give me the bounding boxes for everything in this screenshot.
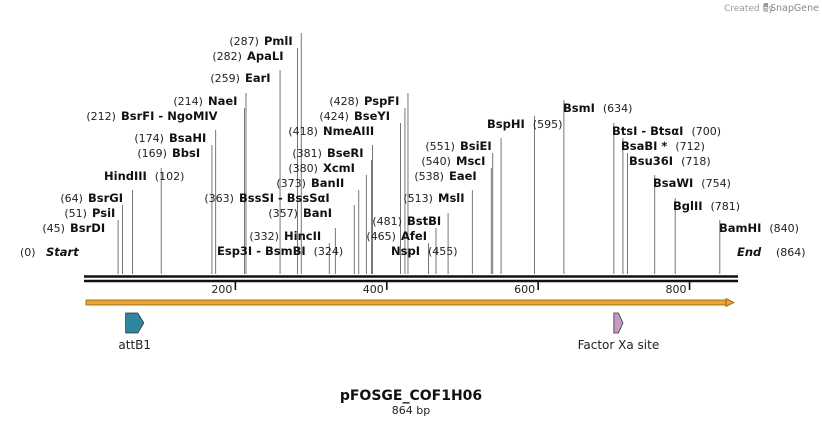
site-label-nmeaiii[interactable]: NmeAIII	[323, 124, 374, 138]
site-label-bglii[interactable]: BglII	[673, 199, 703, 213]
credit-prefix: Created by	[724, 4, 774, 14]
site-label-psii[interactable]: PsiI	[92, 206, 115, 220]
orf-arrow	[85, 297, 735, 308]
tick-label-600: 600	[514, 283, 535, 296]
site-position-xcmi: (380)	[288, 162, 318, 175]
snapgene-logo-icon	[764, 3, 768, 12]
site-label-msli[interactable]: MslI	[438, 191, 465, 205]
feature-label-factor-xa-site: Factor Xa site	[578, 338, 660, 352]
site-position-bsmi: (634)	[603, 102, 633, 115]
feature-arrow-attb1[interactable]	[125, 312, 145, 334]
site-position-bsrfi-ngomiv: (212)	[86, 110, 116, 123]
site-position-bsawi: (754)	[701, 177, 731, 190]
site-position-btsi-bts-i: (700)	[692, 125, 722, 138]
tick-label-400: 400	[363, 283, 384, 296]
site-label-bsphi[interactable]: BspHI	[487, 117, 525, 131]
site-label-btsi-bts-i[interactable]: BtsI - BtsαI	[612, 124, 683, 138]
dna-backbone	[84, 275, 738, 283]
ruler-ticks: 200 400 600 800	[211, 282, 691, 296]
site-label-naei[interactable]: NaeI	[208, 94, 237, 108]
features: attB1 Factor Xa site	[118, 312, 660, 352]
site-position-msli: (513)	[403, 192, 433, 205]
site-position-bsssi-bsss-i: (363)	[204, 192, 234, 205]
feature-arrow-factor-xa-site[interactable]	[613, 312, 624, 334]
site-position-bamhi: (840)	[769, 222, 799, 235]
site-position-nmeaiii: (418)	[288, 125, 318, 138]
site-label-msci[interactable]: MscI	[456, 154, 485, 168]
site-position-bsiei: (551)	[425, 140, 455, 153]
site-position-bstbi: (481)	[372, 215, 402, 228]
site-position-banii: (373)	[276, 177, 306, 190]
site-position-apali: (282)	[212, 50, 242, 63]
site-label-bsmi[interactable]: BsmI	[563, 101, 595, 115]
site-position-msci: (540)	[421, 155, 451, 168]
end-label-group: End (864)	[737, 245, 806, 259]
start-label: Start	[46, 245, 79, 259]
site-label-bsu36i[interactable]: Bsu36I	[629, 154, 673, 168]
site-position-hincii: (332)	[249, 230, 279, 243]
site-position-eari: (259)	[210, 72, 240, 85]
site-label-bsrdi[interactable]: BsrDI	[70, 221, 105, 235]
site-label-pspfi[interactable]: PspFI	[364, 94, 399, 108]
site-position-pmli: (287)	[229, 35, 259, 48]
site-label-bsiei[interactable]: BsiEI	[460, 139, 492, 153]
site-position-afei: (465)	[366, 230, 396, 243]
end-position: (864)	[776, 246, 806, 259]
site-position-bseri: (381)	[292, 147, 322, 160]
credit-brand: SnapGene	[770, 3, 819, 14]
site-label-bstbi[interactable]: BstBI	[407, 214, 441, 228]
site-label-bamhi[interactable]: BamHI	[719, 221, 761, 235]
map-title: pFOSGE_COF1H06	[340, 388, 482, 404]
site-label-bsssi-bsss-i[interactable]: BssSI - BssSαI	[239, 191, 330, 205]
site-position-bsrdi: (45)	[42, 222, 65, 235]
site-label-bsahi[interactable]: BsaHI	[169, 131, 206, 145]
end-label: End	[737, 245, 762, 259]
site-position-bseyi: (424)	[319, 110, 349, 123]
site-label-hincii[interactable]: HincII	[284, 229, 321, 243]
cut-site-labels: (45) BsrDI(51) PsiI (64) BsrGI (102) HindIII (1…	[42, 34, 799, 258]
tick-label-800: 800	[666, 283, 687, 296]
site-label-nspi[interactable]: NspI	[391, 244, 420, 258]
site-label-bbsi[interactable]: BbsI	[172, 146, 200, 160]
site-label-afei[interactable]: AfeI	[401, 229, 427, 243]
site-position-bsahi: (174)	[134, 132, 164, 145]
site-label-eari[interactable]: EarI	[245, 71, 271, 85]
site-position-pspfi: (428)	[329, 95, 359, 108]
site-position-bsu36i: (718)	[681, 155, 711, 168]
site-label-eaei[interactable]: EaeI	[449, 169, 477, 183]
site-label-bsabi[interactable]: BsaBI *	[621, 139, 667, 153]
site-label-bsrfi-ngomiv[interactable]: BsrFI - NgoMIV	[121, 109, 218, 123]
site-position-esp3i-bsmbi: (324)	[314, 245, 344, 258]
tick-label-200: 200	[211, 283, 232, 296]
site-label-pmli[interactable]: PmlI	[264, 34, 293, 48]
site-position-bbsi: (169)	[137, 147, 167, 160]
start-position: (0)	[20, 246, 36, 259]
site-position-psii: (51)	[64, 207, 87, 220]
site-label-bseri[interactable]: BseRI	[327, 146, 364, 160]
site-position-bsrgi: (64)	[60, 192, 83, 205]
site-position-naei: (214)	[173, 95, 203, 108]
site-label-apali[interactable]: ApaLI	[247, 49, 284, 63]
site-label-hindiii[interactable]: HindIII	[104, 169, 147, 183]
site-position-eaei: (538)	[414, 170, 444, 183]
site-label-esp3i-bsmbi[interactable]: Esp3I - BsmBI	[217, 244, 306, 258]
site-position-hindiii: (102)	[155, 170, 185, 183]
snapgene-credit: Created by SnapGene	[724, 3, 819, 14]
site-label-bani[interactable]: BanI	[303, 206, 332, 220]
site-label-bsrgi[interactable]: BsrGI	[88, 191, 123, 205]
site-position-bani: (357)	[268, 207, 298, 220]
site-label-banii[interactable]: BanII	[311, 176, 344, 190]
cut-site-lines	[117, 33, 721, 274]
site-label-xcmi[interactable]: XcmI	[323, 161, 355, 175]
site-position-bsabi: (712)	[675, 140, 705, 153]
site-position-bsphi: (595)	[533, 118, 563, 131]
start-label-group: (0) Start	[20, 245, 79, 259]
site-position-bglii: (781)	[711, 200, 741, 213]
site-label-bseyi[interactable]: BseYI	[354, 109, 390, 123]
site-label-bsawi[interactable]: BsaWI	[653, 176, 693, 190]
site-position-nspi: (455)	[428, 245, 458, 258]
map-length: 864 bp	[392, 404, 430, 417]
feature-label-attb1: attB1	[118, 338, 151, 352]
